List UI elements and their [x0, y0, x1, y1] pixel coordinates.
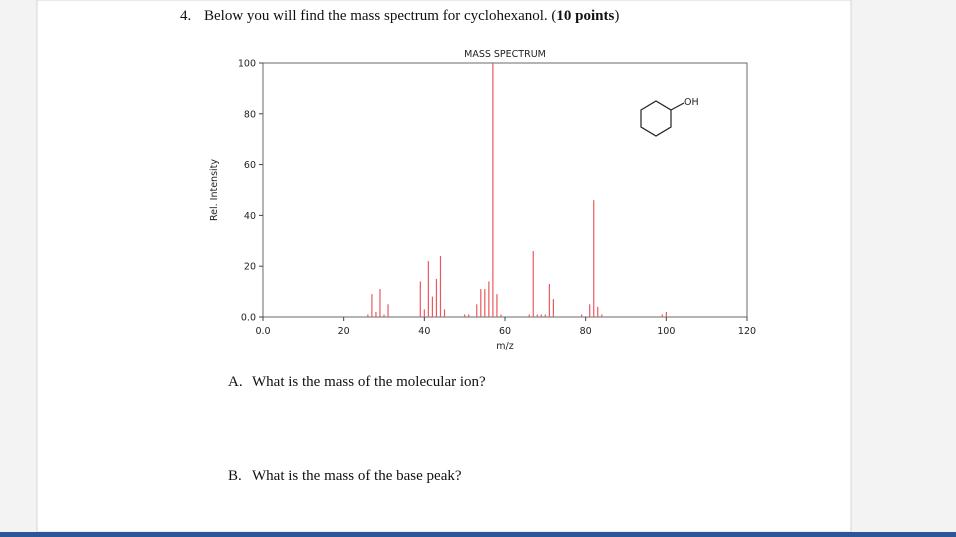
x-tick-label: 40 [418, 326, 430, 337]
part-text: What is the mass of the molecular ion? [252, 374, 486, 390]
status-bar [0, 532, 956, 537]
y-tick-label: 0.0 [241, 313, 256, 324]
y-tick-label: 20 [244, 262, 256, 273]
part-text: What is the mass of the base peak? [252, 468, 462, 484]
x-tick-label: 120 [738, 326, 756, 337]
question-number: 4. [180, 8, 191, 24]
bond [670, 102, 685, 111]
x-axis-label: m/z [496, 341, 513, 352]
document-page [36, 0, 852, 533]
question-close: ) [614, 8, 619, 24]
y-tick-label: 100 [238, 59, 256, 70]
y-tick-label: 80 [244, 109, 256, 120]
question-text: Below you will find the mass spectrum fo… [204, 8, 619, 24]
x-tick-label: 60 [499, 326, 511, 337]
question-body: Below you will find the mass spectrum fo… [204, 8, 556, 24]
chart: MASS SPECTRUM m/z Rel. Intensity OH 0.0 2… [209, 49, 756, 352]
cyclohexane-ring [640, 100, 672, 137]
part-letter: A. [228, 374, 243, 390]
chart-title: MASS SPECTRUM [464, 49, 546, 60]
x-tick-label: 0.0 [255, 326, 270, 337]
x-tick-label: 20 [338, 326, 350, 337]
y-tick-label: 40 [244, 211, 256, 222]
question-points: 10 points [556, 8, 614, 24]
y-axis-label: Rel. Intensity [209, 159, 220, 221]
part-letter: B. [228, 468, 242, 484]
y-tick-label: 60 [244, 160, 256, 171]
structure-label: OH [684, 97, 699, 108]
x-tick-label: 100 [657, 326, 675, 337]
x-tick-label: 80 [580, 326, 592, 337]
